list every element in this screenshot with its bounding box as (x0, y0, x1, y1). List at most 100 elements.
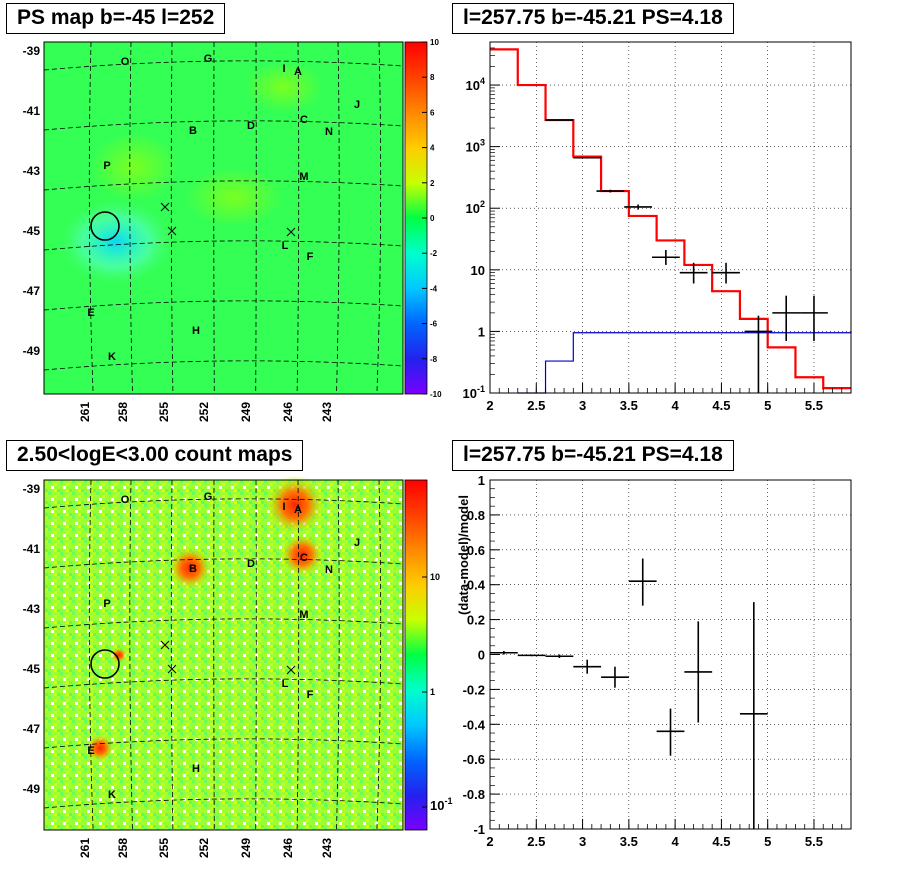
source-label-f: F (307, 251, 314, 263)
x-tick-label: 3.5 (620, 834, 638, 849)
map-y-tick-label: -39 (23, 44, 41, 58)
colorbar-tick-label: 0 (430, 214, 435, 223)
colorbar (404, 479, 428, 831)
y-tick-label: -0.6 (463, 752, 485, 767)
source-label-h: H (192, 325, 200, 337)
colorbar-tick-label: 8 (430, 73, 435, 82)
source-label-o: O (121, 494, 130, 506)
ps-residual-blob (60, 200, 172, 284)
colorbar-tick-label: -6 (430, 320, 438, 329)
map-x-tick-label: 258 (116, 402, 130, 422)
map-y-tick-label: -45 (23, 224, 41, 238)
residual-panel: 2 2.5 3 3.5 4 4.5 5 5.5 1 0.8 0.6 0.4 0.2 0 -0.2 -0.4 -0… (456, 473, 852, 849)
cross-marker (286, 227, 296, 237)
source-label-l: L (282, 240, 289, 252)
map-x-tick-label: 255 (157, 402, 171, 422)
source-label-d: D (247, 558, 255, 570)
y-tick-label: -0.8 (463, 787, 485, 802)
source-label-j: J (354, 99, 360, 111)
x-tick-label: 3.5 (620, 398, 638, 413)
source-hotspot (280, 533, 324, 577)
count-map-panel: O G I A J B D C N P M L F E H K 261 258 255 252 249 246 243 -39… (23, 475, 452, 858)
y-tick-label: -0.2 (463, 682, 485, 697)
map-x-tick-label: 261 (78, 838, 92, 858)
colorbar-tick-label: 10 (430, 572, 440, 582)
y-tick-label: -0.4 (463, 717, 486, 732)
latitude-gridline (43, 498, 404, 509)
ps-residual-blob (184, 167, 284, 227)
x-tick-label: 2 (486, 834, 493, 849)
x-tick-label: 4.5 (712, 834, 730, 849)
map-x-tick-label: 243 (320, 838, 334, 858)
map-frame (43, 479, 404, 831)
y-tick-label: 0.8 (467, 508, 485, 523)
colorbar-tick-label: 10-1 (430, 796, 452, 813)
y-tick-label: -1 (473, 822, 485, 837)
x-tick-label: 2.5 (527, 398, 545, 413)
latitude-gridline (43, 738, 404, 749)
cross-marker (167, 226, 177, 236)
ps-residual-blob (89, 132, 179, 202)
source-hotspot (168, 546, 212, 590)
source-label-n: N (325, 564, 333, 576)
x-tick-label: 5.5 (805, 834, 823, 849)
map-x-tick-label: 246 (281, 838, 295, 858)
ps-map-title: PS map b=-45 l=252 (6, 3, 226, 34)
source-hotspot (86, 734, 114, 762)
x-tick-label: 2 (486, 398, 493, 413)
x-tick-label: 4.5 (712, 398, 730, 413)
map-y-tick-label: -41 (23, 542, 41, 556)
latitude-gridline (43, 798, 404, 809)
longitude-gridline (376, 41, 382, 395)
source-hotspot (111, 647, 127, 663)
spectrum-panel: 2 2.5 3 3.5 4 4.5 5 5.5 10-1 1 10 102 103 104 (463, 41, 852, 413)
latitude-gridline (43, 180, 404, 191)
source-label-o: O (121, 56, 130, 68)
map-y-tick-label: -39 (23, 482, 41, 496)
source-label-b: B (189, 563, 197, 575)
latitude-gridline (43, 60, 404, 71)
source-circle (90, 211, 120, 241)
colorbar-tick-label: -2 (430, 249, 438, 258)
colorbar-tick-label: 1 (430, 687, 435, 697)
source-label-a: A (294, 66, 302, 78)
spectrum-title: l=257.75 b=-45.21 PS=4.18 (452, 3, 734, 34)
map-y-tick-label: -49 (23, 782, 41, 796)
map-y-tick-label: -47 (23, 722, 41, 736)
y-tick-label: 102 (466, 199, 485, 216)
longitude-gridline (129, 41, 133, 395)
cross-marker (160, 640, 170, 650)
map-x-tick-label: 255 (157, 838, 171, 858)
cross-marker (286, 665, 296, 675)
map-y-tick-label: -43 (23, 602, 41, 616)
colorbar-tick-label: -8 (430, 355, 438, 364)
x-tick-label: 5.5 (805, 398, 823, 413)
latitude-gridline (43, 678, 404, 689)
map-x-tick-label: 249 (239, 402, 253, 422)
source-label-p: P (103, 160, 110, 172)
source-label-l: L (282, 678, 289, 690)
colorbar-tick-label: -4 (430, 284, 438, 293)
cross-marker (167, 664, 177, 674)
x-tick-label: 5 (764, 398, 771, 413)
latitude-gridline (43, 300, 404, 311)
x-tick-label: 4 (672, 834, 680, 849)
source-label-m: M (299, 171, 308, 183)
colorbar-tick-label: 6 (430, 108, 435, 117)
source-label-i: I (282, 63, 285, 75)
source-label-c: C (300, 114, 308, 126)
x-tick-label: 4 (672, 398, 680, 413)
latitude-gridline (43, 240, 404, 251)
map-x-tick-label: 246 (281, 402, 295, 422)
y-tick-label: 0 (478, 648, 485, 663)
x-tick-label: 5 (764, 834, 771, 849)
cross-marker (160, 202, 170, 212)
y-tick-label: 1 (478, 324, 485, 339)
source-label-g: G (204, 491, 213, 503)
y-tick-label: 10 (471, 263, 485, 278)
map-x-tick-label: 258 (116, 838, 130, 858)
source-label-e: E (87, 307, 94, 319)
y-tick-label: 103 (466, 138, 485, 155)
